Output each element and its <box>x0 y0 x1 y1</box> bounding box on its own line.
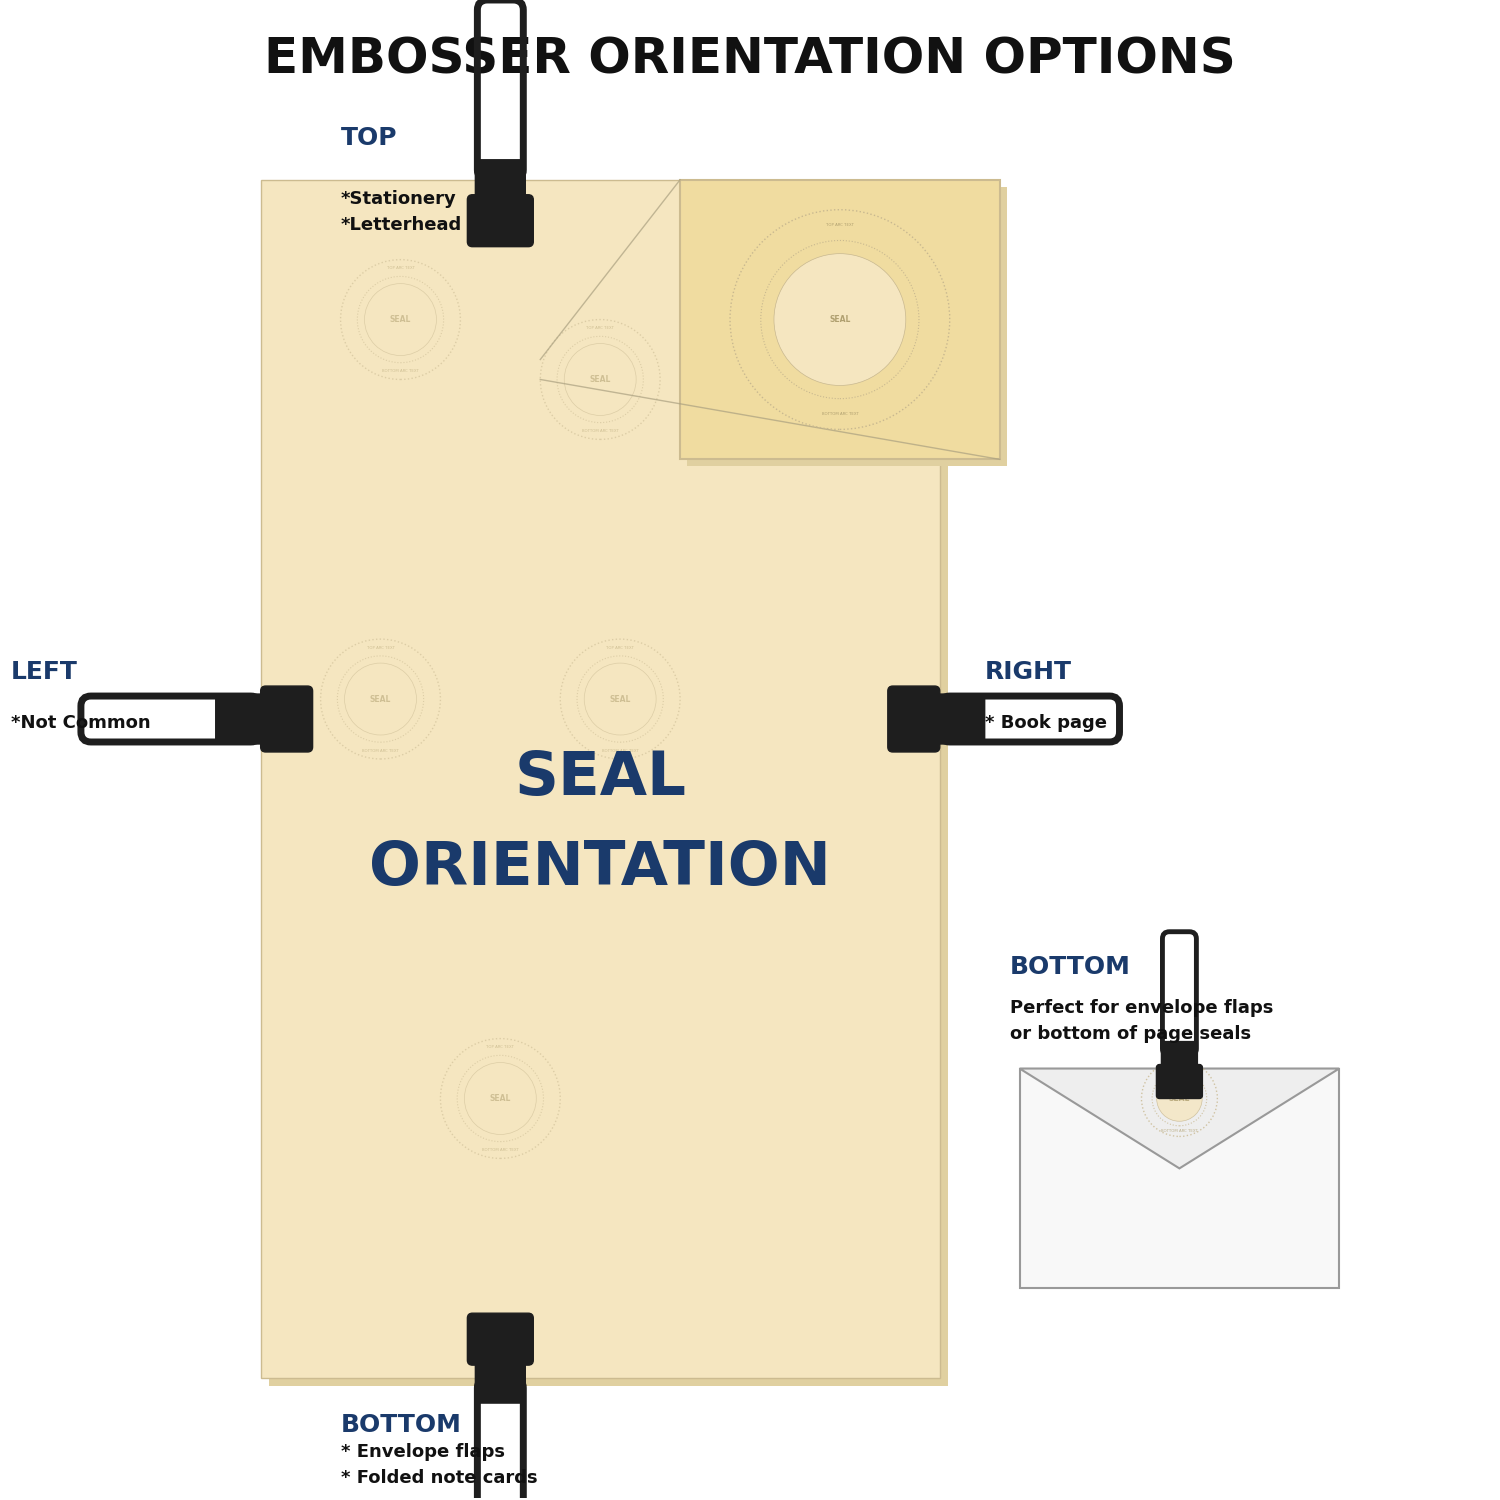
FancyBboxPatch shape <box>468 195 534 246</box>
FancyBboxPatch shape <box>934 694 984 744</box>
Text: EMBOSSER ORIENTATION OPTIONS: EMBOSSER ORIENTATION OPTIONS <box>264 36 1236 84</box>
FancyBboxPatch shape <box>687 186 1006 466</box>
FancyBboxPatch shape <box>1020 1068 1340 1288</box>
Text: BOTTOM ARC TEXT: BOTTOM ARC TEXT <box>582 429 618 433</box>
FancyBboxPatch shape <box>680 180 999 459</box>
FancyBboxPatch shape <box>476 1354 525 1402</box>
Text: LEFT: LEFT <box>10 660 78 684</box>
Text: TOP: TOP <box>340 126 398 150</box>
Circle shape <box>1156 1076 1202 1122</box>
Text: SEAL: SEAL <box>390 315 411 324</box>
Text: BOTTOM: BOTTOM <box>1010 954 1131 978</box>
FancyBboxPatch shape <box>216 694 266 744</box>
Circle shape <box>465 1062 537 1134</box>
Text: *Stationery
*Letterhead: *Stationery *Letterhead <box>340 189 462 234</box>
Text: TOP ARC TEXT: TOP ARC TEXT <box>586 326 613 330</box>
Text: BOTTOM ARC TEXT: BOTTOM ARC TEXT <box>822 413 858 416</box>
Text: * Book page: * Book page <box>984 714 1107 732</box>
Text: * Envelope flaps
* Folded note cards: * Envelope flaps * Folded note cards <box>340 1443 537 1488</box>
Text: SEAL: SEAL <box>514 750 686 808</box>
Circle shape <box>364 284 436 356</box>
Text: BOTTOM ARC TEXT: BOTTOM ARC TEXT <box>1161 1130 1198 1132</box>
FancyBboxPatch shape <box>268 188 948 1386</box>
Text: RIGHT: RIGHT <box>984 660 1071 684</box>
FancyBboxPatch shape <box>261 180 939 1378</box>
FancyBboxPatch shape <box>476 160 525 207</box>
Circle shape <box>774 254 906 386</box>
Text: SEAL: SEAL <box>590 375 610 384</box>
Text: SEAL: SEAL <box>609 694 631 703</box>
FancyBboxPatch shape <box>261 686 312 752</box>
Text: SEAL: SEAL <box>1168 1094 1190 1102</box>
Text: BOTTOM ARC TEXT: BOTTOM ARC TEXT <box>602 748 639 753</box>
Text: TOP ARC TEXT: TOP ARC TEXT <box>366 645 394 650</box>
Text: BOTTOM: BOTTOM <box>340 1413 462 1437</box>
FancyBboxPatch shape <box>468 1312 534 1365</box>
Circle shape <box>564 344 636 416</box>
FancyBboxPatch shape <box>1161 1041 1197 1074</box>
Text: ORIENTATION: ORIENTATION <box>369 840 831 898</box>
Circle shape <box>584 663 656 735</box>
FancyBboxPatch shape <box>1156 1065 1203 1098</box>
Text: BOTTOM ARC TEXT: BOTTOM ARC TEXT <box>362 748 399 753</box>
Text: TOP ARC TEXT: TOP ARC TEXT <box>486 1046 514 1048</box>
Text: BOTTOM ARC TEXT: BOTTOM ARC TEXT <box>382 369 418 374</box>
Text: SEAL: SEAL <box>830 315 850 324</box>
Text: *Not Common: *Not Common <box>10 714 150 732</box>
Polygon shape <box>1020 1068 1340 1168</box>
Text: TOP ARC TEXT: TOP ARC TEXT <box>827 224 854 226</box>
Text: TOP ARC TEXT: TOP ARC TEXT <box>387 266 414 270</box>
Text: TOP ARC TEXT: TOP ARC TEXT <box>1166 1064 1194 1068</box>
Circle shape <box>345 663 417 735</box>
Text: BOTTOM ARC TEXT: BOTTOM ARC TEXT <box>482 1148 519 1152</box>
FancyBboxPatch shape <box>888 686 939 752</box>
Text: TOP ARC TEXT: TOP ARC TEXT <box>606 645 634 650</box>
Text: Perfect for envelope flaps
or bottom of page seals: Perfect for envelope flaps or bottom of … <box>1010 999 1274 1042</box>
Text: SEAL: SEAL <box>370 694 392 703</box>
Text: SEAL: SEAL <box>489 1094 512 1102</box>
